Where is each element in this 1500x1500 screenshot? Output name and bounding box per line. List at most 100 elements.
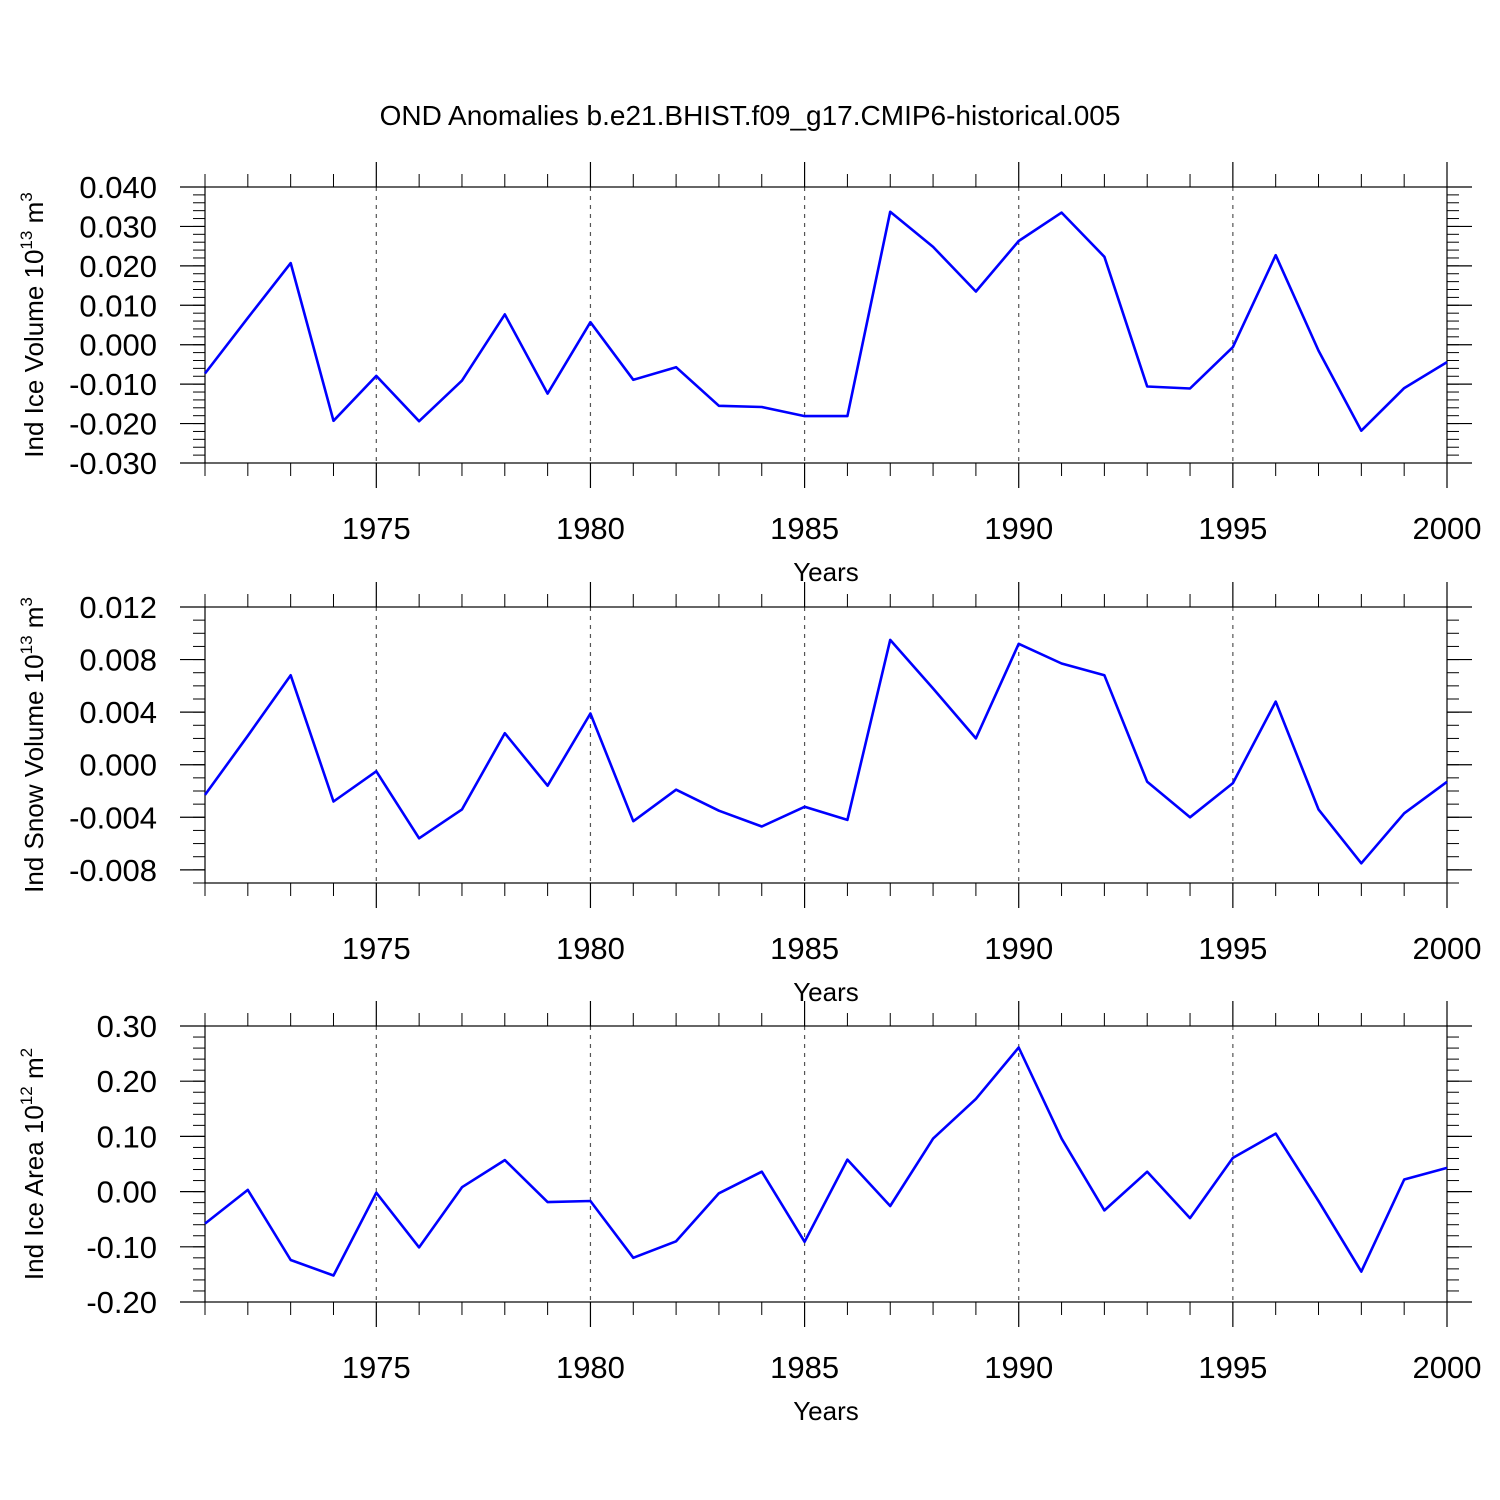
data-point	[760, 405, 764, 409]
y-axis-title-exponent: 12	[17, 1086, 36, 1105]
data-point	[674, 365, 678, 369]
data-point	[546, 392, 550, 396]
data-point	[803, 805, 807, 809]
y-axis-title-main: Ind Ice Area 10	[19, 1105, 49, 1280]
data-point	[246, 316, 250, 320]
data-point	[803, 1240, 807, 1244]
data-point	[1359, 1270, 1363, 1274]
data-point	[1188, 386, 1192, 390]
y-axis-title-main: Ind Snow Volume 10	[19, 654, 49, 893]
data-point	[460, 379, 464, 383]
data-point	[888, 1204, 892, 1208]
data-point	[974, 736, 978, 740]
data-point	[845, 818, 849, 822]
x-tick-label: 2000	[1413, 931, 1482, 966]
data-point	[417, 1245, 421, 1249]
x-tick-label: 1985	[770, 511, 839, 546]
data-point	[1060, 211, 1064, 215]
data-point	[931, 1137, 935, 1141]
data-point	[803, 414, 807, 418]
data-point	[1402, 811, 1406, 815]
data-point	[1402, 386, 1406, 390]
plot-frame	[204, 1025, 1448, 1303]
data-point	[717, 1191, 721, 1195]
chart-panel-3: -0.20 -0.10 0.00 0.10 0.20 0.30 1975 1980 1985 19…	[17, 1001, 1481, 1426]
data-point	[503, 312, 507, 316]
data-point	[631, 378, 635, 382]
data-point	[331, 800, 335, 804]
data-point	[760, 824, 764, 828]
data-point	[1274, 1132, 1278, 1136]
data-point	[974, 289, 978, 293]
x-tick-label: 2000	[1413, 1350, 1482, 1385]
data-point	[1060, 1137, 1064, 1141]
data-point	[460, 1185, 464, 1189]
x-tick-label: 1995	[1198, 931, 1267, 966]
data-point	[1017, 642, 1021, 646]
data-point	[1145, 780, 1149, 784]
x-tick-label: 1980	[556, 931, 625, 966]
x-tick-label: 1990	[984, 931, 1053, 966]
data-point	[1188, 815, 1192, 819]
x-axis-title: Years	[793, 557, 859, 587]
y-tick-label: -0.030	[69, 446, 157, 481]
x-tick-label: 1985	[770, 1350, 839, 1385]
data-point	[717, 809, 721, 813]
data-point	[289, 261, 293, 265]
data-point	[1231, 345, 1235, 349]
x-tick-label: 1990	[984, 1350, 1053, 1385]
data-point	[1060, 662, 1064, 666]
data-point	[546, 1200, 550, 1204]
data-point	[760, 1170, 764, 1174]
y-tick-label: 0.30	[97, 1009, 157, 1044]
x-tick-label: 1980	[556, 511, 625, 546]
y-tick-label: -0.20	[86, 1285, 157, 1320]
x-tick-label: 1995	[1198, 1350, 1267, 1385]
data-point	[246, 734, 250, 738]
y-tick-label: 0.20	[97, 1064, 157, 1099]
data-point	[503, 1158, 507, 1162]
y-axis-title: Ind Ice Volume 1013 m3	[17, 192, 49, 457]
data-point	[203, 371, 207, 375]
data-point	[1017, 1046, 1021, 1050]
data-point	[1445, 1166, 1449, 1170]
data-point	[1145, 385, 1149, 389]
data-point	[503, 731, 507, 735]
y-tick-label: -0.010	[69, 367, 157, 402]
data-point	[674, 788, 678, 792]
data-point	[374, 1191, 378, 1195]
chart-panel-1: -0.030 -0.020 -0.010 0.000 0.010 0.020 0.030 0.…	[17, 162, 1481, 587]
data-point	[888, 638, 892, 642]
x-tick-label: 1985	[770, 931, 839, 966]
data-point	[631, 819, 635, 823]
data-point	[1445, 780, 1449, 784]
data-point	[931, 245, 935, 249]
data-point	[717, 404, 721, 408]
data-point	[1317, 807, 1321, 811]
x-tick-label: 1995	[1198, 511, 1267, 546]
data-point	[1145, 1170, 1149, 1174]
data-point	[374, 374, 378, 378]
y-axis-title-exponent: 13	[17, 231, 36, 250]
series-line	[204, 1046, 1448, 1277]
y-tick-label: 0.012	[79, 590, 157, 625]
series-line	[203, 210, 1448, 433]
data-point	[331, 419, 335, 423]
panels: -0.030 -0.020 -0.010 0.000 0.010 0.020 0.030 0.…	[17, 162, 1481, 1426]
y-axis-title-main: Ind Ice Volume 10	[19, 250, 49, 458]
y-tick-label: 0.010	[79, 288, 157, 323]
data-point	[1188, 1216, 1192, 1220]
data-point	[417, 836, 421, 840]
data-point	[1359, 429, 1363, 433]
y-tick-label: -0.020	[69, 407, 157, 442]
y-tick-label: -0.008	[69, 853, 157, 888]
data-point	[203, 1222, 207, 1226]
y-axis-title-unit: m	[19, 1057, 49, 1086]
data-point	[1317, 349, 1321, 353]
data-point	[1359, 861, 1363, 865]
data-point	[674, 1239, 678, 1243]
y-axis-title-unit: m	[19, 607, 49, 636]
data-point	[1274, 253, 1278, 257]
y-tick-label: -0.004	[69, 800, 157, 835]
y-tick-label: 0.00	[97, 1175, 157, 1210]
